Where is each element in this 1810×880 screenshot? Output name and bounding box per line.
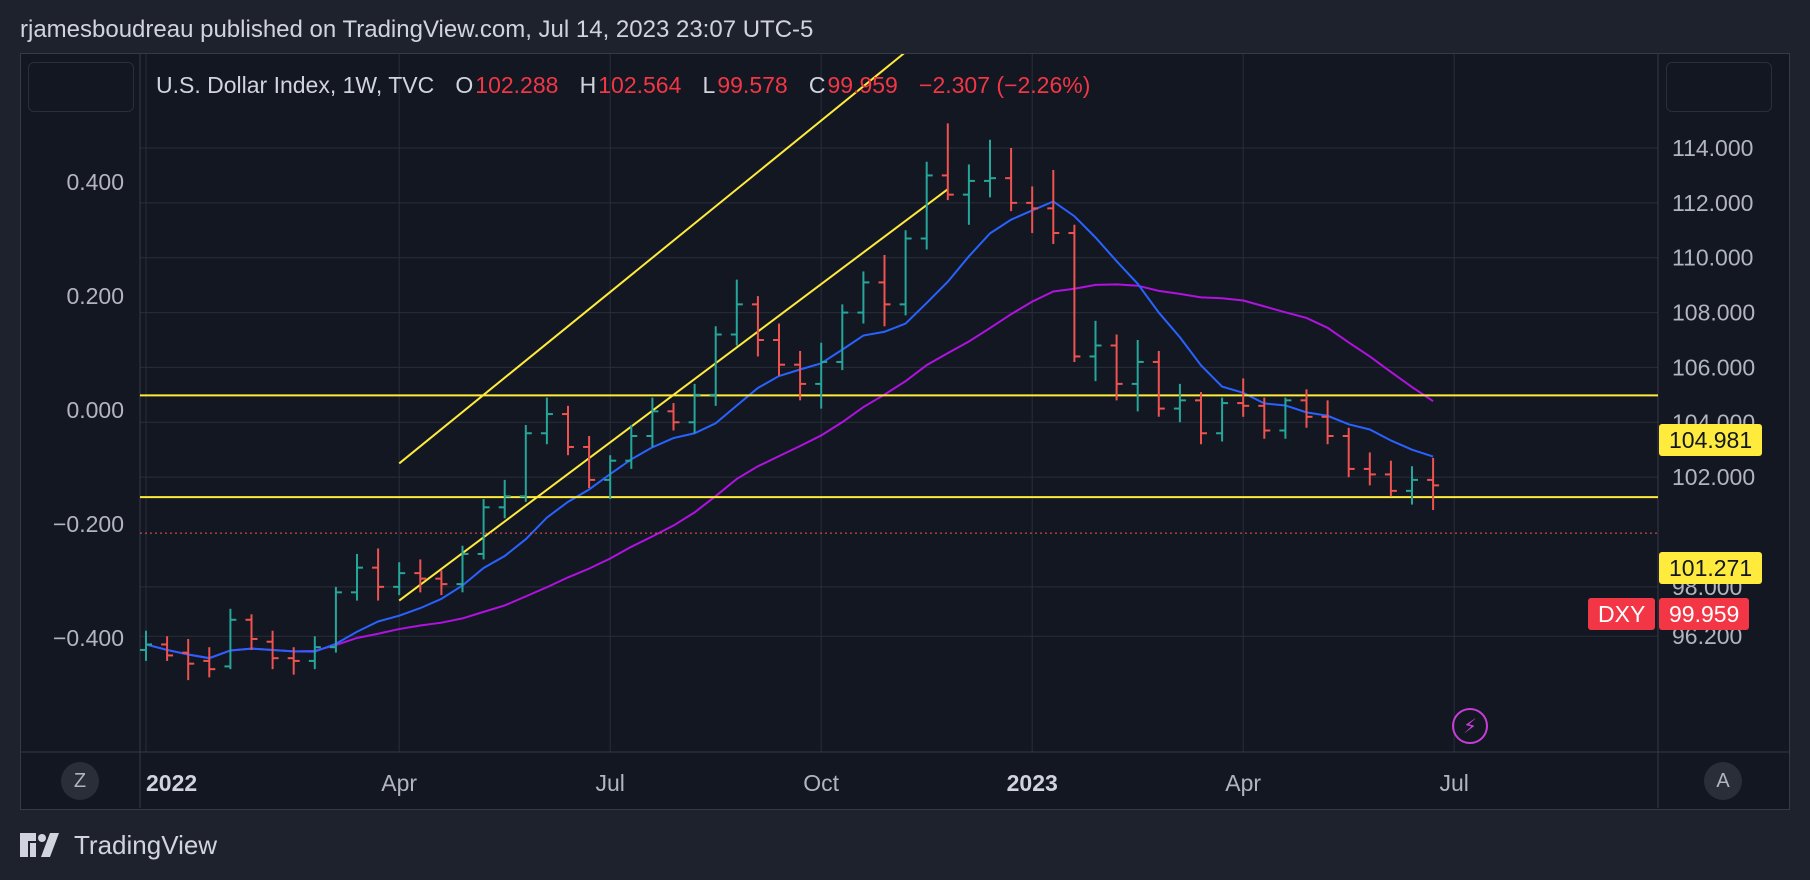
right-axis-tick: 106.000 xyxy=(1672,354,1755,380)
publish-info: rjamesboudreau published on TradingView.… xyxy=(20,16,814,43)
right-axis-tick: 108.000 xyxy=(1672,300,1755,326)
legend-close-value: 99.959 xyxy=(827,72,898,98)
tradingview-logo-icon xyxy=(20,833,59,857)
chart-legend: U.S. Dollar Index, 1W, TVC O102.288 H102… xyxy=(156,72,1092,99)
auto-scale-button[interactable]: A xyxy=(1704,762,1742,800)
left-scale-button[interactable]: Z xyxy=(61,762,99,800)
left-axis-tick: −0.400 xyxy=(53,625,124,651)
footer-brand: TradingView xyxy=(74,829,218,860)
left-axis-tick: 0.400 xyxy=(66,169,124,195)
ma-slow-line xyxy=(145,283,1434,660)
legend-high-label: H xyxy=(579,72,597,98)
top-right-box[interactable] xyxy=(1666,62,1772,112)
left-axis-tick: 0.200 xyxy=(66,283,124,309)
chart-frame[interactable] xyxy=(20,53,1790,810)
time-axis-label: Jul xyxy=(1439,770,1468,796)
upper-level-tag: 104.981 xyxy=(1659,424,1763,456)
legend-low-value: 99.578 xyxy=(717,72,788,98)
time-axis-label: Oct xyxy=(803,770,839,796)
lower-level-tag: 101.271 xyxy=(1659,552,1763,584)
legend-symbol: U.S. Dollar Index, 1W, TVC xyxy=(156,72,435,98)
right-axis-tick: 102.000 xyxy=(1672,464,1755,490)
time-axis-label: 2023 xyxy=(1007,770,1058,796)
time-axis-label: 2022 xyxy=(146,770,197,796)
last-price-tag: 99.959 xyxy=(1659,598,1750,630)
right-axis-tick: 112.000 xyxy=(1672,190,1753,216)
plot-area xyxy=(140,54,1658,681)
left-axis-tick: −0.200 xyxy=(53,511,124,537)
time-axis-label: Apr xyxy=(1225,770,1261,796)
right-axis-tick: 114.000 xyxy=(1672,135,1753,161)
legend-close-label: C xyxy=(808,72,826,98)
legend-change: −2.307 (−2.26%) xyxy=(919,72,1091,98)
ma-fast-line xyxy=(145,200,1434,660)
top-left-box[interactable] xyxy=(28,62,134,112)
time-axis-label: Apr xyxy=(381,770,417,796)
legend-low-label: L xyxy=(702,72,716,98)
right-axis-tick: 110.000 xyxy=(1672,245,1753,271)
footer-logo[interactable]: TradingView xyxy=(20,828,217,862)
symbol-tag: DXY xyxy=(1588,598,1656,630)
lightning-icon[interactable]: ⚡ xyxy=(1452,708,1488,744)
left-axis-tick: 0.000 xyxy=(66,397,124,423)
legend-open-value: 102.288 xyxy=(475,72,559,98)
time-axis-label: Jul xyxy=(595,770,624,796)
legend-high-value: 102.564 xyxy=(598,72,682,98)
legend-open-label: O xyxy=(455,72,474,98)
